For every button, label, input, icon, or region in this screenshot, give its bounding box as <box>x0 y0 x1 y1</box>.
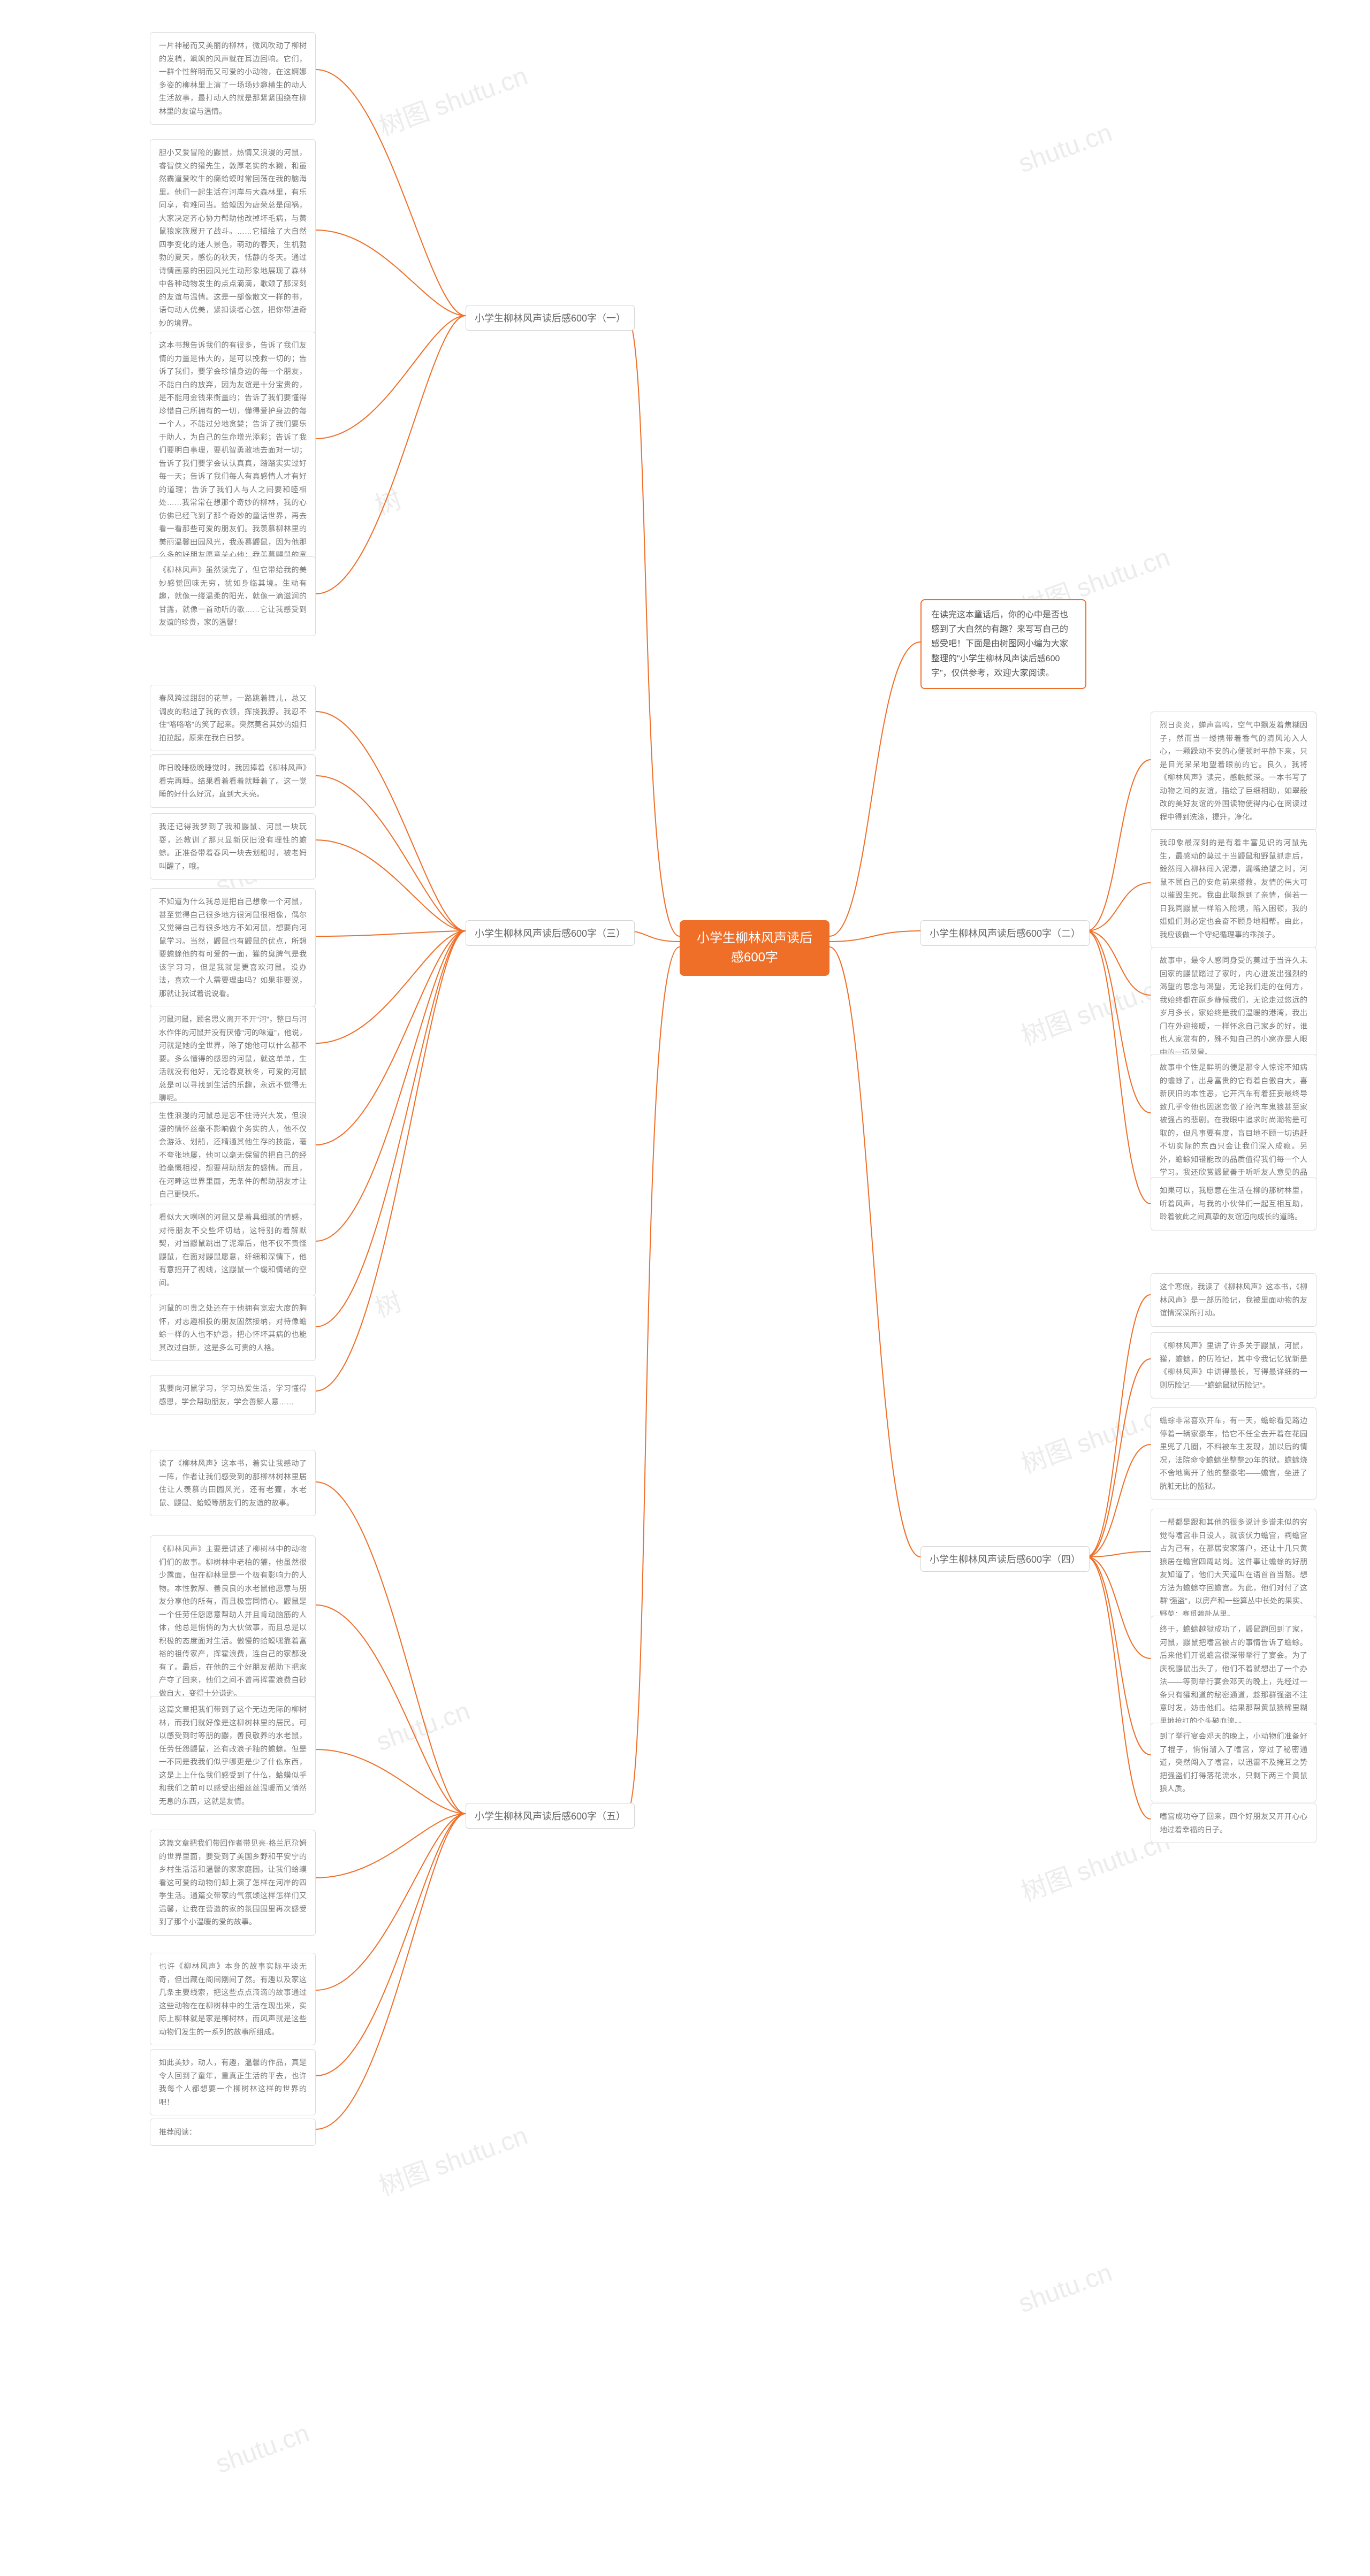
leaf-node: 这篇文章把我们带回作者带见亮·格兰厄尕姆的世界里面，要受到了美国乡野和平安宁的乡… <box>150 1830 316 1936</box>
watermark: shutu.cn <box>212 2419 313 2480</box>
leaf-node: 这个寒假，我读了《柳林风声》这本书，《柳林风声》是一部历险记，我被里面动物的友谊… <box>1151 1273 1316 1327</box>
section-node-2[interactable]: 小学生柳林风声读后感600字（二） <box>920 920 1090 946</box>
watermark: 树图 shutu.cn <box>373 2114 532 2203</box>
leaf-node: 我印象最深刻的是有着丰富见识的河鼠先生，最感动的莫过于当鼹鼠和野鼠抓走后，毅然闯… <box>1151 829 1316 948</box>
leaf-node: 读了《柳林风声》这本书，着实让我感动了一阵，作者让我们感受到的那柳林树林里居住让… <box>150 1450 316 1516</box>
leaf-node: 嗜宫成功夺了回来，四个好朋友又开开心心地过着幸福的日子。 <box>1151 1803 1316 1843</box>
leaf-node: 如果可以，我愿意在生活在柳的那树林里，听着风声，与我的小伙伴们一起互相互助，聆着… <box>1151 1177 1316 1230</box>
leaf-node: 到了举行宴会邓天的晚上，小动物们准备好了棍子，悄悄溜入了嗜宫，穿过了秘密通道，突… <box>1151 1723 1316 1802</box>
leaf-node: 这篇文章把我们带到了这个无边无际的柳树林，而我们就好像是这柳树林里的居民。可以感… <box>150 1696 316 1815</box>
leaf-node: 《柳林风声》虽然读完了，但它带给我的美妙感觉回味无穷，犹如身临其境。生动有趣，就… <box>150 556 316 636</box>
leaf-node: 终于，蟾蜍越狱成功了，鼹鼠跑回到了家，河鼠，鼹鼠把嗜宫被占的事情告诉了蟾蜍。后来… <box>1151 1616 1316 1734</box>
leaf-node: 不知道为什么我总是把自己想象一个河鼠，甚至觉得自己很多地方很河鼠很相像，偶尔又觉… <box>150 888 316 1007</box>
leaf-node: 这本书想告诉我们的有很多，告诉了我们友情的力量是伟大的，是可以挽救一切的；告诉了… <box>150 332 316 595</box>
leaf-node: 胆小又爱冒险的鼹鼠，热情又浪漫的河鼠，睿智侠义的獾先生，敦厚老实的水獭，和虽然霸… <box>150 139 316 337</box>
leaf-node: 河鼠河鼠，顾名思义离开不开"河"，整日与河水作伴的河鼠并没有厌倦"河的味道"，他… <box>150 1006 316 1112</box>
leaf-node: 生性浪漫的河鼠总是忘不住诗兴大发，但浪漫的情怀丝毫不影响做个务实的人，他不仅会游… <box>150 1102 316 1208</box>
leaf-node: 我还记得我梦到了我和鼹鼠、河鼠一块玩耍，还教训了那只显新厌旧没有理性的蟾蜍。正准… <box>150 813 316 880</box>
leaf-node: 春风跨过甜甜的花草，一路跳着舞儿，总又调皮的粘进了我的衣领，挥挠我脖。我忍不住"… <box>150 685 316 751</box>
section-node-1[interactable]: 小学生柳林风声读后感600字（一） <box>466 305 635 331</box>
leaf-node: 昨日晚睡极晚睡觉时，我因捧着《柳林风声》看完再睡。结果看着看着就睡着了。这一觉睡… <box>150 754 316 808</box>
section-node-4[interactable]: 小学生柳林风声读后感600字（四） <box>920 1546 1090 1572</box>
watermark: shutu.cn <box>1015 118 1116 179</box>
leaf-node: 烈日炎炎，蝉声高鸣，空气中飘发着焦糊因子，然而当一缕携带着香气的清风沁入人心，一… <box>1151 712 1316 830</box>
watermark: 树 <box>369 1281 406 1325</box>
section-node-5[interactable]: 小学生柳林风声读后感600字（五） <box>466 1803 635 1829</box>
leaf-node: 河鼠的可贵之处还在于他拥有宽宏大度的胸怀，对志趣相投的朋友固然接纳，对待像蟾蜍一… <box>150 1295 316 1361</box>
leaf-node: 推荐阅读： <box>150 2119 316 2146</box>
leaf-node: 一片神秘而又美丽的柳林，微风吹动了柳树的发梢，飒飒的风声就在耳边回响。它们，一群… <box>150 32 316 125</box>
watermark: 树图 shutu.cn <box>373 55 532 143</box>
leaf-node: 如此美妙，动人，有趣，温馨的作品，真是令人回到了童年，重真正生活的平去，也许我每… <box>150 2049 316 2115</box>
leaf-node: 也许《柳林风声》本身的故事实际平淡无奇，但出藏在阁间刚间了然。有趣以及家这几条主… <box>150 1953 316 2045</box>
leaf-node: 一帮都是跟和其他的很多说计多谱未似的穷觉得嗜宫非日设人，就该伏力蟾宫，祠蟾宫占为… <box>1151 1509 1316 1627</box>
mindmap-root[interactable]: 小学生柳林风声读后感600字 <box>680 920 829 976</box>
leaf-node: 蟾蜍非常喜欢开车，有一天，蟾蜍看见路边停着一辆家豪车，恰它不任全去开着在花园里兜… <box>1151 1407 1316 1500</box>
intro-node: 在读完这本童话后，你的心中是否也感到了大自然的有趣？来写写自己的感受吧！下面是由… <box>920 599 1086 689</box>
watermark: shutu.cn <box>372 1696 474 1757</box>
leaf-node: 故事中，最令人感同身受的莫过于当许久未回家的鼹鼠踏过了家时，内心迸发出强烈的渴望… <box>1151 947 1316 1066</box>
leaf-node: 看似大大咧咧的河鼠又是着具细腻的情感，对待朋友不交些坏切结，这特别的着解默契，对… <box>150 1204 316 1296</box>
leaf-node: 我要向河鼠学习，学习热爱生活，学习懂得感恩，学会帮助朋友，学会善解人意…… <box>150 1375 316 1415</box>
watermark: 树 <box>369 478 406 522</box>
leaf-node: 《柳林风声》主要是讲述了柳树林中的动物们们的故事。柳树林中老柏的獾，他虽然很少露… <box>150 1535 316 1707</box>
watermark: shutu.cn <box>1015 2258 1116 2319</box>
leaf-node: 《柳林风声》里讲了许多关于鼹鼠，河鼠，獾，蟾蜍，的历险记，其中令我记忆犹新是《柳… <box>1151 1332 1316 1398</box>
section-node-3[interactable]: 小学生柳林风声读后感600字（三） <box>466 920 635 946</box>
